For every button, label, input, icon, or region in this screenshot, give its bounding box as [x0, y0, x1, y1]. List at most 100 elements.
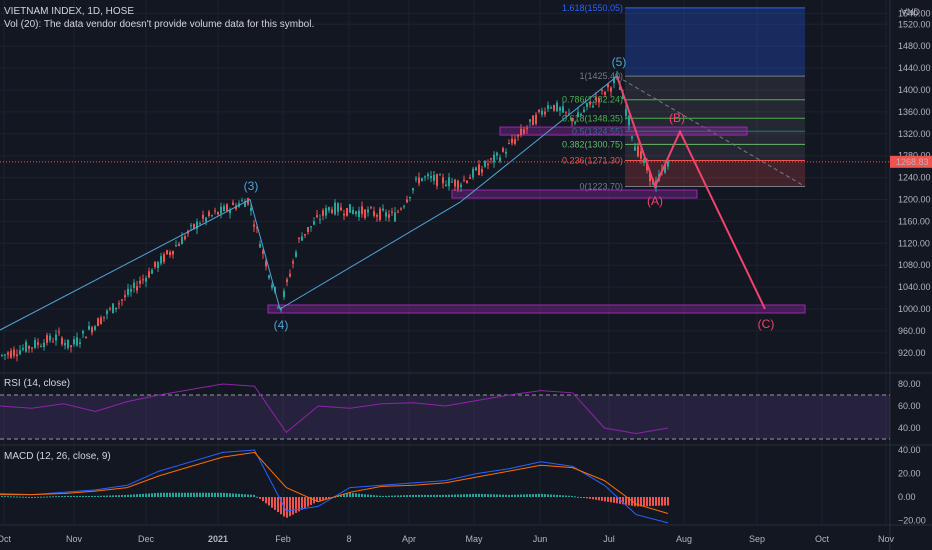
- macd-histogram-bar: [601, 497, 603, 501]
- macd-histogram-bar: [355, 493, 357, 497]
- macd-histogram-bar: [163, 492, 165, 497]
- macd-histogram-bar: [487, 494, 489, 497]
- candle-body: [295, 252, 297, 257]
- macd-histogram-bar: [595, 497, 597, 500]
- candle-body: [547, 105, 549, 109]
- candle-body: [148, 271, 150, 278]
- macd-histogram-bar: [460, 494, 462, 497]
- candle-body: [37, 342, 39, 345]
- fibonacci-retracement[interactable]: 1.618(1550.05) 1(1425.40) 0.786(1382.24) 0.…: [562, 3, 806, 192]
- candle-body: [259, 244, 261, 248]
- macd-histogram-bar: [34, 496, 36, 498]
- macd-histogram-bar: [49, 496, 51, 498]
- macd-histogram-bar: [217, 492, 219, 497]
- candle-body: [535, 114, 537, 124]
- candle-body: [85, 336, 87, 339]
- candle-body: [556, 102, 558, 112]
- candle-body: [430, 176, 432, 179]
- macd-histogram-bar: [430, 494, 432, 497]
- time-tick-label: Sep: [749, 534, 765, 544]
- macd-histogram-bar: [577, 496, 579, 498]
- candle-body: [88, 326, 90, 330]
- time-tick-label: Jun: [533, 534, 548, 544]
- support-zones[interactable]: [267, 126, 806, 314]
- macd-histogram-bar: [547, 494, 549, 497]
- macd-histogram-bar: [181, 492, 183, 497]
- macd-histogram-bar: [214, 492, 216, 497]
- support-zone: [451, 189, 698, 199]
- macd-histogram-bar: [271, 497, 273, 508]
- macd-histogram-bar: [496, 494, 498, 497]
- macd-histogram-bar: [157, 492, 159, 497]
- candle-body: [67, 339, 69, 348]
- candle-body: [340, 207, 342, 211]
- candle-body: [616, 75, 618, 77]
- macd-histogram-bar: [229, 493, 231, 497]
- candle-body: [493, 154, 495, 163]
- price-tick-label: 1280.00: [898, 151, 931, 161]
- candle-body: [265, 261, 267, 267]
- candle-body: [19, 350, 21, 355]
- macd-histogram-bar: [160, 492, 162, 497]
- candle-body: [73, 339, 75, 345]
- macd-histogram-bar: [436, 494, 438, 497]
- macd-histogram-bar: [466, 494, 468, 497]
- macd-histogram-bar: [298, 497, 300, 512]
- macd-histogram-bar: [10, 496, 12, 498]
- macd-histogram-bar: [148, 493, 150, 497]
- elliott-wave-lines[interactable]: (3) (4) (5) (A) (B) (C): [0, 55, 774, 332]
- macd-histogram-bar: [565, 495, 567, 497]
- time-tick-label: Nov: [878, 534, 895, 544]
- macd-histogram-bar: [76, 495, 78, 497]
- candle-body: [412, 188, 414, 191]
- candle-body: [193, 223, 195, 229]
- macd-histogram-bar: [172, 492, 174, 497]
- candle-body: [13, 349, 15, 356]
- candle-body: [448, 177, 450, 187]
- macd-histogram-bar: [421, 494, 423, 497]
- candle-body: [289, 273, 291, 277]
- macd-histogram-bar: [625, 497, 627, 505]
- candle-body: [286, 279, 288, 283]
- macd-histogram-bar: [262, 497, 264, 502]
- candle-body: [25, 341, 27, 352]
- macd-histogram-bar: [244, 494, 246, 497]
- macd-histogram-bar: [400, 495, 402, 497]
- candle-body: [637, 146, 639, 157]
- macd-tick-label: 20.00: [898, 469, 921, 479]
- macd-histogram-bar: [613, 497, 615, 503]
- candle-body: [595, 97, 597, 101]
- corrective-wave: [616, 75, 766, 310]
- candle-body: [511, 138, 513, 144]
- candle-body: [649, 171, 651, 182]
- macd-histogram-bar: [55, 496, 57, 498]
- macd-histogram-bar: [13, 496, 15, 498]
- candle-body: [445, 184, 447, 187]
- macd-histogram-bar: [490, 494, 492, 497]
- candle-body: [109, 308, 111, 310]
- candle-body: [256, 226, 258, 229]
- price-tick-label: 1040.00: [898, 282, 931, 292]
- macd-histogram-bar: [469, 494, 471, 497]
- candle-body: [481, 168, 483, 173]
- macd-histogram-bar: [535, 493, 537, 497]
- candle-body: [415, 178, 417, 180]
- macd-histogram-bar: [19, 496, 21, 498]
- price-tick-label: 920.00: [898, 348, 926, 358]
- macd-histogram-bar: [289, 497, 291, 517]
- macd-histogram-bar: [25, 496, 27, 498]
- candle-body: [7, 352, 9, 355]
- price-tick-label: 1200.00: [898, 195, 931, 205]
- candle-body: [220, 206, 222, 214]
- macd-histogram-bar: [664, 497, 666, 506]
- candle-body: [184, 236, 186, 240]
- candle-body: [625, 109, 627, 116]
- rsi-tick-label: 60.00: [898, 401, 921, 411]
- candle-body: [244, 201, 246, 207]
- macd-pane: [0, 449, 669, 524]
- macd-title: MACD (12, 26, close, 9): [4, 451, 111, 462]
- candle-body: [82, 331, 84, 334]
- macd-histogram-bar: [376, 495, 378, 497]
- candle-body: [475, 167, 477, 171]
